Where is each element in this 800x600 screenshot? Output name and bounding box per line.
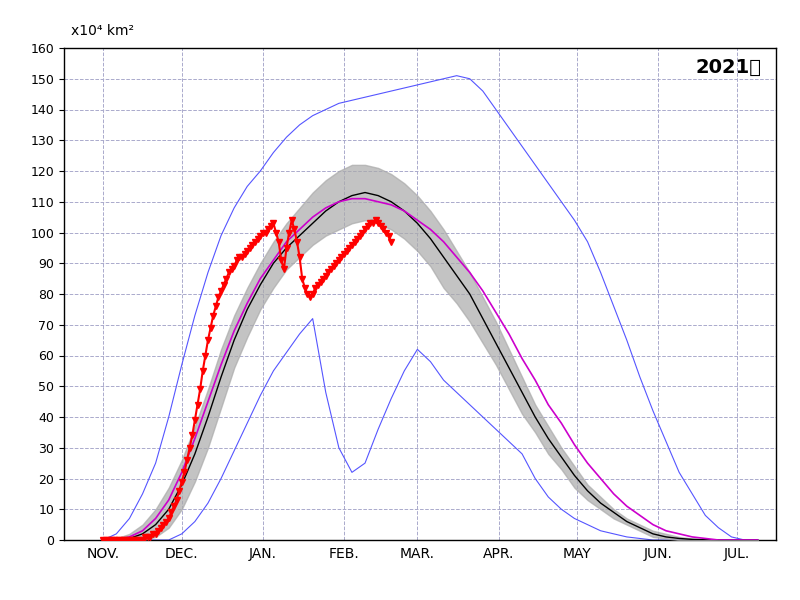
Text: 2021年: 2021年: [696, 58, 762, 77]
Text: x10⁴ km²: x10⁴ km²: [71, 24, 134, 38]
